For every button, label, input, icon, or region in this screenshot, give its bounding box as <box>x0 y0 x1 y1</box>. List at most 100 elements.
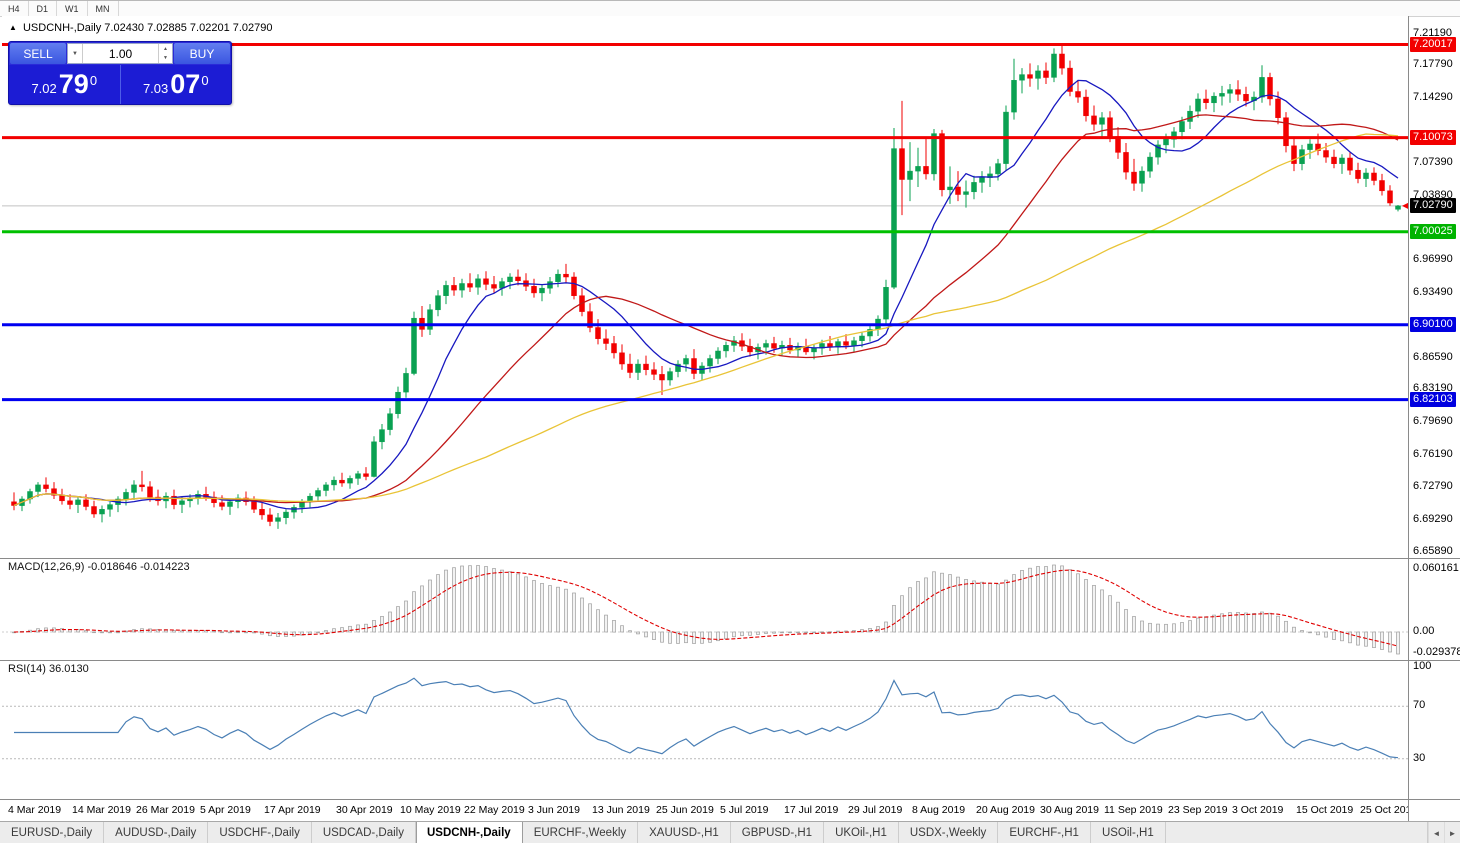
tab-scroll-left-icon[interactable]: ◄ <box>1428 822 1444 843</box>
date-axis-label: 25 Jun 2019 <box>656 804 714 816</box>
chart-tab-usoil-h1[interactable]: USOil-,H1 <box>1091 822 1166 843</box>
price-axis-tick: 7.17790 <box>1413 58 1453 70</box>
price-line-marker: 7.02790 <box>1410 198 1456 213</box>
bid-price-sup: 0 <box>89 73 98 88</box>
bid-price[interactable]: 7.02 79 0 <box>9 65 121 104</box>
date-axis-label: 5 Apr 2019 <box>200 804 251 816</box>
macd-label: MACD(12,26,9) -0.018646 -0.014223 <box>8 561 190 573</box>
date-axis-label: 20 Aug 2019 <box>976 804 1035 816</box>
volume-value[interactable]: 1.00 <box>108 46 133 61</box>
ask-price-small: 7.03 <box>142 81 169 96</box>
date-axis-label: 10 May 2019 <box>400 804 461 816</box>
price-axis-tick: 6.93490 <box>1413 286 1453 298</box>
one-click-trading-panel: SELL ▼ 1.00 ▲ ▼ BUY 7.02 79 0 7.03 07 0 <box>8 41 232 105</box>
price-axis-tick: 6.79690 <box>1413 415 1453 427</box>
timeframe-button-d1[interactable]: D1 <box>29 1 58 16</box>
date-axis-label: 29 Jul 2019 <box>848 804 903 816</box>
price-axis-tick: 6.69290 <box>1413 513 1453 525</box>
chart-tab-ukoil-h1[interactable]: UKOil-,H1 <box>824 822 899 843</box>
price-axis-tick: 7.21190 <box>1413 27 1452 39</box>
sell-button[interactable]: SELL <box>10 43 66 64</box>
macd-panel[interactable]: MACD(12,26,9) -0.018646 -0.014223 <box>2 559 1408 660</box>
date-axis-label: 26 Mar 2019 <box>136 804 195 816</box>
price-axis-tick: 6.76190 <box>1413 448 1453 460</box>
panel-separator <box>0 799 1460 800</box>
chart-tab-usdx-weekly[interactable]: USDX-,Weekly <box>899 822 999 843</box>
rsi-axis-value: 30 <box>1413 752 1426 764</box>
volume-spinner-down-icon[interactable]: ▼ <box>163 55 168 62</box>
macd-axis-value: 0.00 <box>1413 625 1435 637</box>
price-line-marker: 6.82103 <box>1410 392 1456 407</box>
candlestick-chart-svg <box>2 43 1408 529</box>
price-axis-tick: 6.65890 <box>1413 545 1453 557</box>
date-axis-label: 13 Jun 2019 <box>592 804 650 816</box>
macd-axis-value: -0.029378 <box>1413 646 1460 658</box>
price-axis-tick: 6.83190 <box>1413 382 1453 394</box>
date-axis-label: 17 Jul 2019 <box>784 804 839 816</box>
price-axis-tick: 7.14290 <box>1413 91 1453 103</box>
macd-axis: 0.060161 0.00 -0.029378 <box>1409 559 1460 660</box>
timeframe-button-h4[interactable]: H4 <box>0 1 29 16</box>
price-line-marker: 6.90100 <box>1410 317 1456 332</box>
timeframe-button-mn[interactable]: MN <box>88 1 119 16</box>
date-axis[interactable]: 4 Mar 2019 14 Mar 2019 26 Mar 2019 5 Apr 20… <box>2 800 1408 821</box>
chart-tab-eurchf-h1[interactable]: EURCHF-,H1 <box>998 822 1091 843</box>
price-axis[interactable]: 7.21190 7.17790 7.14290 7.07390 7.03890 6.969… <box>1409 16 1460 558</box>
chart-tab-xauusd-h1[interactable]: XAUUSD-,H1 <box>638 822 731 843</box>
chart-tab-gbpusd-h1[interactable]: GBPUSD-,H1 <box>731 822 825 843</box>
date-axis-label: 14 Mar 2019 <box>72 804 131 816</box>
macd-axis-value: 0.060161 <box>1413 562 1459 574</box>
price-line-marker: 7.00025 <box>1410 224 1456 239</box>
chart-tab-eurusd-daily[interactable]: EURUSD-,Daily <box>0 822 105 843</box>
price-axis-tick: 6.72790 <box>1413 480 1453 492</box>
date-axis-label: 3 Oct 2019 <box>1232 804 1284 816</box>
date-axis-label: 30 Aug 2019 <box>1040 804 1099 816</box>
rsi-panel[interactable]: RSI(14) 36.0130 <box>2 661 1408 799</box>
chart-ohlc-values: 7.02430 7.02885 7.02201 7.02790 <box>104 22 273 34</box>
rsi-axis: 100 70 30 <box>1409 660 1460 799</box>
tab-scroll-right-icon[interactable]: ► <box>1444 822 1460 843</box>
rsi-axis-value: 100 <box>1413 660 1432 672</box>
chart-tab-usdcnh-daily[interactable]: USDCNH-,Daily <box>415 822 523 843</box>
date-axis-label: 4 Mar 2019 <box>8 804 62 816</box>
chart-tab-audusd-daily[interactable]: AUDUSD-,Daily <box>104 822 209 843</box>
chart-tab-usdchf-daily[interactable]: USDCHF-,Daily <box>208 822 312 843</box>
panel-separator[interactable] <box>0 558 1460 559</box>
date-axis-label: 5 Jul 2019 <box>720 804 769 816</box>
ask-price-sup: 0 <box>201 73 209 88</box>
chart-tab-usdcad-daily[interactable]: USDCAD-,Daily <box>312 822 416 843</box>
timeframe-button-w1[interactable]: W1 <box>57 1 88 16</box>
ask-price[interactable]: 7.03 07 0 <box>121 65 232 104</box>
date-axis-label: 8 Aug 2019 <box>912 804 966 816</box>
candlestick-chart[interactable] <box>2 16 1408 558</box>
volume-dropdown-icon[interactable]: ▼ <box>68 44 83 63</box>
rsi-axis-value: 70 <box>1413 699 1426 711</box>
one-click-collapse-icon[interactable]: ▲ <box>9 23 17 32</box>
timeframe-toolbar: H4 D1 W1 MN <box>0 1 1460 17</box>
rsi-label: RSI(14) 36.0130 <box>8 663 89 675</box>
ask-price-big: 07 <box>170 69 201 99</box>
price-axis-tick: 7.07390 <box>1413 156 1453 168</box>
price-axis-tick: 6.96990 <box>1413 253 1453 265</box>
chart-symbol-period: USDCNH-,Daily <box>22 22 102 34</box>
macd-chart-svg <box>2 564 1408 655</box>
volume-spinner[interactable]: ▲ ▼ <box>158 44 172 63</box>
volume-control[interactable]: ▼ 1.00 ▲ ▼ <box>67 43 173 64</box>
volume-spinner-up-icon[interactable]: ▲ <box>163 45 168 52</box>
date-axis-label: 11 Sep 2019 <box>1104 804 1163 816</box>
date-axis-label: 25 Oct 2019 <box>1360 804 1408 816</box>
rsi-chart-svg <box>2 677 1408 760</box>
panel-separator[interactable] <box>0 660 1460 661</box>
buy-button[interactable]: BUY <box>174 43 230 64</box>
chart-tab-bar: EURUSD-,Daily AUDUSD-,Daily USDCHF-,Daily U… <box>0 821 1460 843</box>
price-line-marker: 7.10073 <box>1410 130 1456 145</box>
date-axis-label: 22 May 2019 <box>464 804 525 816</box>
date-axis-label: 30 Apr 2019 <box>336 804 393 816</box>
chart-tab-eurchf-weekly[interactable]: EURCHF-,Weekly <box>523 822 639 843</box>
axis-separator <box>1408 16 1409 821</box>
date-axis-label: 3 Jun 2019 <box>528 804 580 816</box>
tab-scroll-controls: ◄ ► <box>1427 822 1460 843</box>
date-axis-label: 15 Oct 2019 <box>1296 804 1354 816</box>
bid-price-small: 7.02 <box>31 81 57 96</box>
